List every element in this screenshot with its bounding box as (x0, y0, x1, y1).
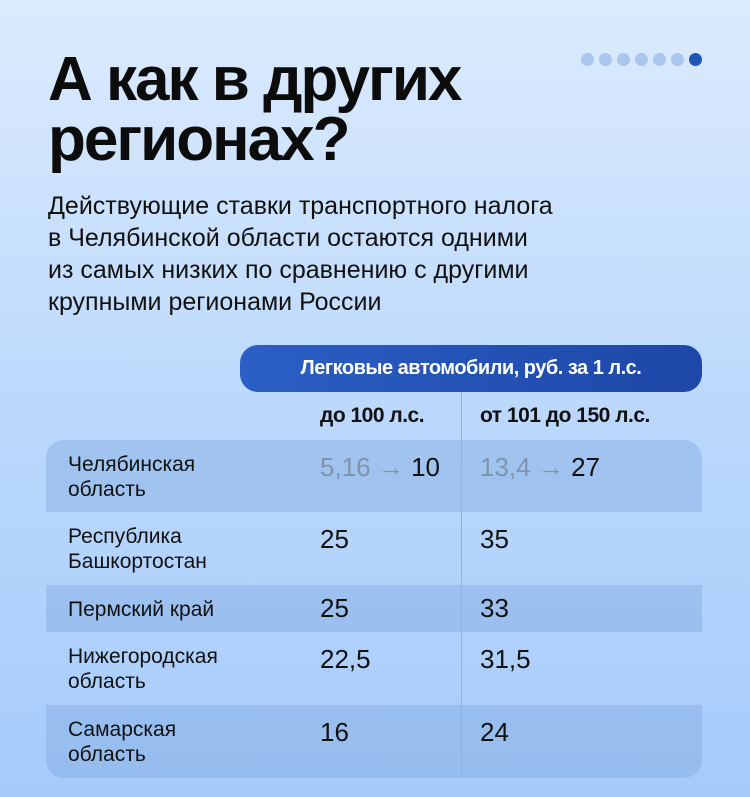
page-dot-active[interactable] (689, 53, 702, 66)
column-header: до 100 л.с. (320, 404, 425, 427)
table-row: Нижегородская область 22,5 31,5 (46, 632, 702, 705)
pagination-dots (581, 53, 702, 66)
region-name: Нижегородская область (68, 645, 218, 693)
region-name: Пермский край (68, 598, 215, 621)
subtitle: Действующие ставки транспортного налога в… (48, 192, 553, 316)
arrow-icon: → (537, 452, 564, 482)
table-group-header: Легковые автомобили, руб. за 1 л.с. (240, 345, 702, 392)
table-row: Республика Башкортостан 25 35 (46, 512, 702, 585)
page-dot[interactable] (617, 53, 630, 66)
column-header: от 101 до 150 л.с. (480, 404, 650, 427)
rate-cell: 25 (320, 524, 349, 554)
page-dot[interactable] (671, 53, 684, 66)
region-name: Республика Башкортостан (68, 525, 207, 573)
rate-cell: 35 (480, 524, 509, 554)
rate-cell: 33 (480, 593, 509, 623)
region-name: Самарская область (68, 718, 177, 766)
page-dot[interactable] (635, 53, 648, 66)
rate-cell: 31,5 (480, 644, 531, 674)
rate-cell: 22,5 (320, 644, 371, 674)
rate-cell: 16 (320, 717, 349, 747)
table-row: Самарская область 16 24 (46, 705, 702, 778)
page-dot[interactable] (653, 53, 666, 66)
page-title: А как в других регионах? (48, 45, 462, 174)
page-dot[interactable] (581, 53, 594, 66)
region-name: Челябинская область (68, 453, 196, 501)
rate-cell: 24 (480, 717, 509, 747)
rate-cell: 5,16 → 10 (320, 452, 440, 482)
arrow-icon: → (377, 452, 404, 482)
column-divider (461, 392, 462, 778)
table-row: Пермский край 25 33 (46, 585, 702, 632)
rate-cell: 13,4 → 27 (480, 452, 600, 482)
table-row: Челябинская область 5,16 → 10 13,4 → 27 (46, 440, 702, 512)
rate-cell: 25 (320, 593, 349, 623)
page-dot[interactable] (599, 53, 612, 66)
